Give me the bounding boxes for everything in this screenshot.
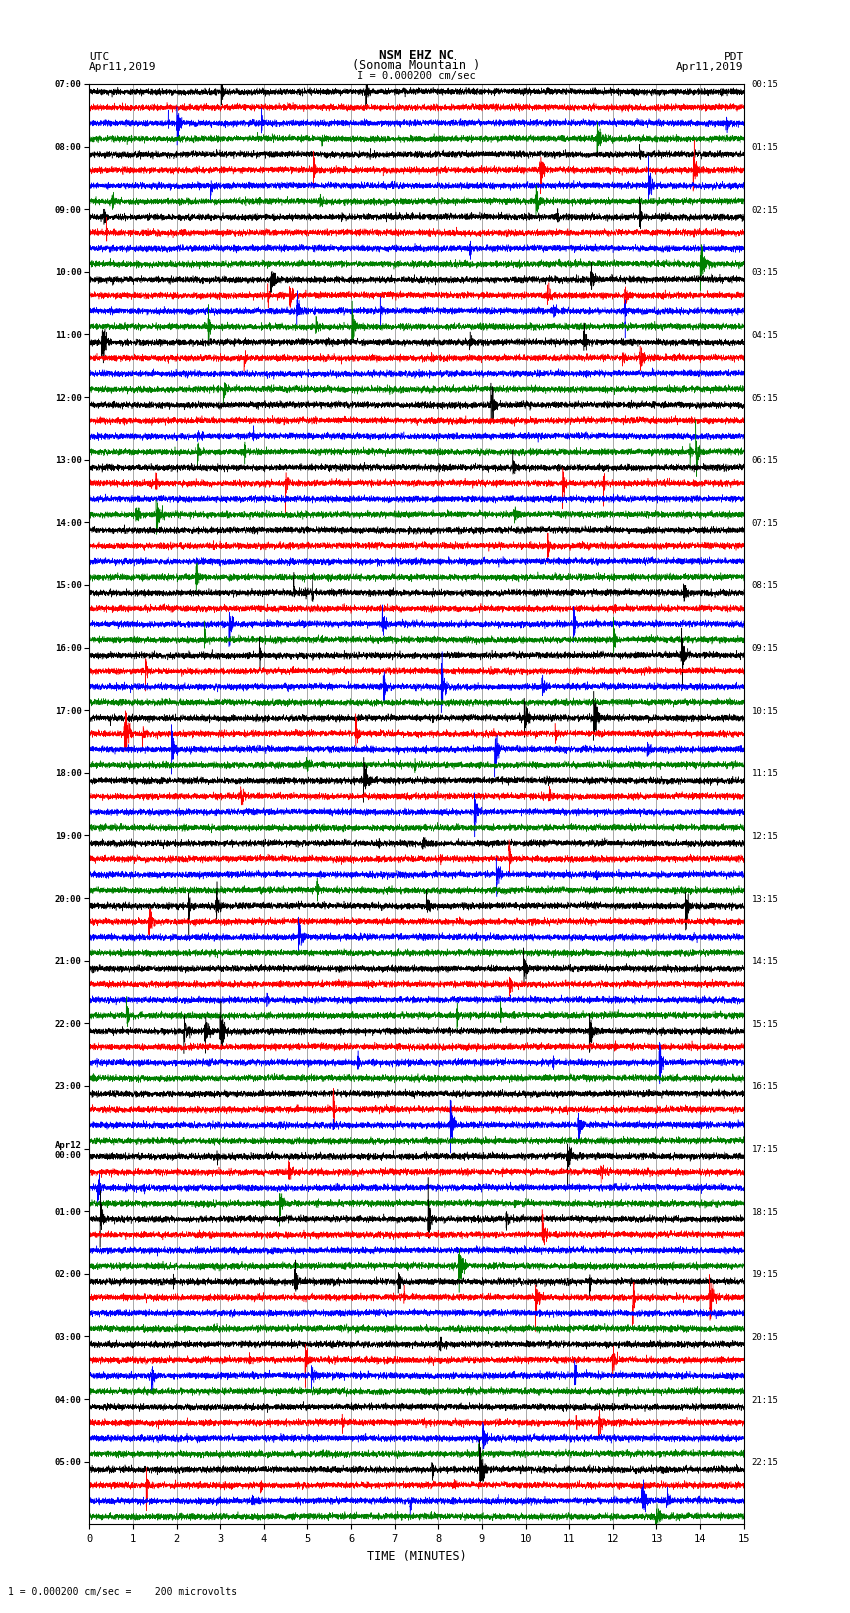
- Text: (Sonoma Mountain ): (Sonoma Mountain ): [353, 58, 480, 71]
- X-axis label: TIME (MINUTES): TIME (MINUTES): [366, 1550, 467, 1563]
- Text: NSM EHZ NC: NSM EHZ NC: [379, 48, 454, 63]
- Text: UTC: UTC: [89, 52, 110, 63]
- Text: Apr11,2019: Apr11,2019: [89, 61, 156, 71]
- Text: 1 = 0.000200 cm/sec =    200 microvolts: 1 = 0.000200 cm/sec = 200 microvolts: [8, 1587, 238, 1597]
- Text: PDT: PDT: [723, 52, 744, 63]
- Text: Apr11,2019: Apr11,2019: [677, 61, 744, 71]
- Text: I = 0.000200 cm/sec: I = 0.000200 cm/sec: [357, 71, 476, 82]
